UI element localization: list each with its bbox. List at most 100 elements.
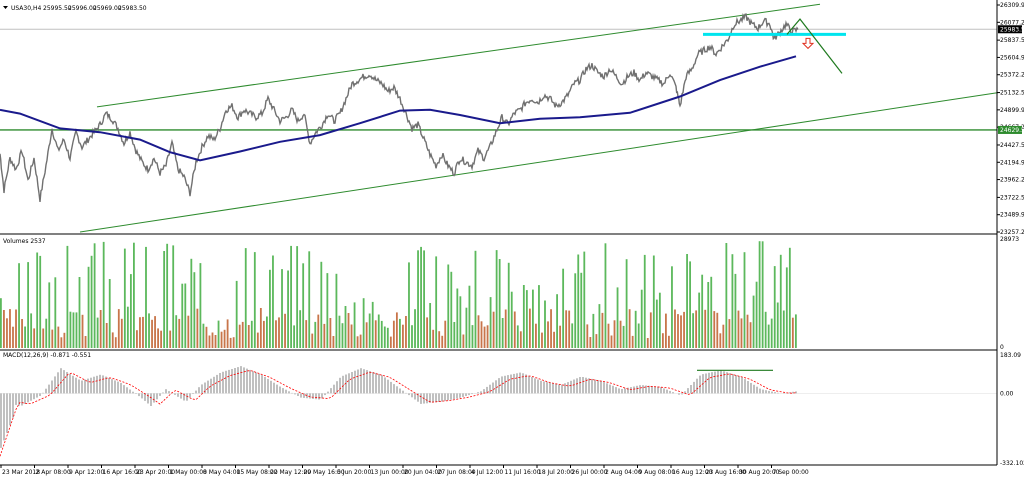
volume-bar [547, 321, 549, 348]
macd-signal-line[interactable] [0, 370, 797, 457]
volume-bar [553, 331, 555, 348]
macd-histogram-bar [108, 377, 110, 394]
channel-upper-line[interactable] [96, 3, 821, 108]
volume-bar [308, 251, 311, 348]
macd-histogram-bar [288, 391, 290, 394]
volume-bar [123, 248, 126, 348]
volume-bar [722, 324, 725, 348]
macd-axis-label: 183.09 [1000, 352, 1021, 359]
macd-histogram-bar [111, 379, 113, 394]
macd-histogram-bar [435, 393, 437, 403]
macd-histogram-bar [51, 380, 53, 394]
macd-histogram-bar [162, 392, 164, 394]
macd-histogram-bar [501, 376, 503, 394]
dropdown-arrow-icon[interactable] [3, 6, 8, 9]
macd-histogram-bar [48, 384, 50, 394]
macd-histogram-bar [150, 393, 152, 406]
macd-histogram-bar [63, 370, 65, 394]
macd-histogram-bar [315, 393, 317, 400]
macd-histogram-bar [588, 378, 590, 394]
volume-bar [338, 315, 341, 348]
volume-bar [229, 337, 232, 348]
macd-histogram-bar [633, 386, 635, 394]
volume-bar [305, 320, 308, 348]
macd-histogram-bar [687, 388, 689, 394]
time-axis-label: 23 Aug 16:00 [706, 469, 747, 476]
price-axis-label: 26309.90 [1000, 2, 1024, 9]
volume-bar [541, 332, 543, 348]
macd-histogram-bar [72, 375, 74, 394]
macd-histogram-bar [432, 393, 434, 403]
macd-histogram-bar [192, 393, 194, 394]
moving-average-line[interactable] [0, 55, 797, 162]
symbol-label: USA30,H4 [11, 5, 41, 12]
projection-line[interactable] [786, 18, 843, 74]
macd-histogram-bar [627, 387, 629, 394]
volume-bar [250, 320, 253, 348]
volume-bar [604, 243, 607, 348]
macd-histogram-bar [402, 390, 404, 394]
volume-bar [389, 336, 392, 348]
macd-panel[interactable] [0, 366, 997, 457]
macd-histogram-bar [462, 393, 464, 397]
down-arrow-icon[interactable] [801, 37, 815, 50]
macd-histogram-bar [234, 368, 236, 394]
price-panel[interactable] [0, 0, 999, 235]
volume-bar [683, 311, 685, 348]
macd-histogram-bar [42, 392, 44, 394]
macd-histogram-bar [219, 373, 221, 394]
macd-histogram-bar [558, 384, 560, 394]
volume-bar [532, 289, 534, 348]
macd-histogram-bar [654, 386, 656, 394]
macd-axis-label: -332.102 [1000, 460, 1024, 467]
macd-histogram-bar [714, 371, 716, 394]
macd-histogram-bar [357, 369, 359, 394]
macd-histogram-bar [330, 388, 332, 394]
macd-histogram-bar [465, 393, 467, 396]
volume-bar [259, 308, 262, 348]
volume-bar [281, 269, 283, 348]
volume-bar [622, 325, 625, 348]
price-header: USA30,H4 25995.50 25996.00 25969.00 2598… [3, 5, 147, 12]
volume-bar [96, 317, 99, 348]
volume-bar [202, 323, 205, 348]
macd-histogram-bar [510, 374, 512, 394]
macd-histogram-bar [717, 371, 719, 394]
macd-histogram-bar [3, 393, 5, 441]
macd-histogram-bar [177, 393, 179, 397]
macd-histogram-bar [516, 373, 518, 394]
current-price-label: 25983.50 [1000, 26, 1024, 33]
macd-histogram-bar [762, 389, 764, 394]
macd-histogram-bar [249, 369, 251, 394]
volume-bar [501, 318, 504, 348]
price-axis-label: 24427.55 [1000, 142, 1024, 149]
time-axis-label: 5 Jun 20:00 [337, 469, 371, 476]
macd-histogram-bar [153, 393, 155, 403]
volume-bar [426, 317, 429, 348]
volume-bar [643, 254, 646, 348]
volume-bar [117, 309, 120, 348]
volume-bar [6, 318, 8, 348]
volume-bar [105, 323, 108, 348]
volume-bar [423, 250, 425, 348]
macd-histogram-bar [420, 393, 422, 404]
volume-bar [619, 320, 622, 348]
macd-histogram-bar [453, 393, 455, 400]
volume-bar [0, 298, 2, 348]
volume-bar [728, 319, 731, 348]
volume-bar [737, 310, 740, 348]
channel-lower-line[interactable] [79, 92, 999, 233]
macd-histogram-bar [519, 372, 521, 394]
macd-histogram-bar [771, 391, 773, 394]
volume-panel[interactable] [0, 241, 997, 351]
macd-histogram-bar [27, 393, 29, 403]
volume-bar [362, 298, 365, 348]
macd-histogram-bar [585, 377, 587, 394]
macd-histogram-bar [165, 389, 167, 394]
volume-bar [453, 322, 456, 348]
volume-bar [444, 320, 447, 348]
time-axis-label: 15 May 08:00 [237, 469, 278, 476]
macd-histogram-bar [327, 391, 329, 394]
